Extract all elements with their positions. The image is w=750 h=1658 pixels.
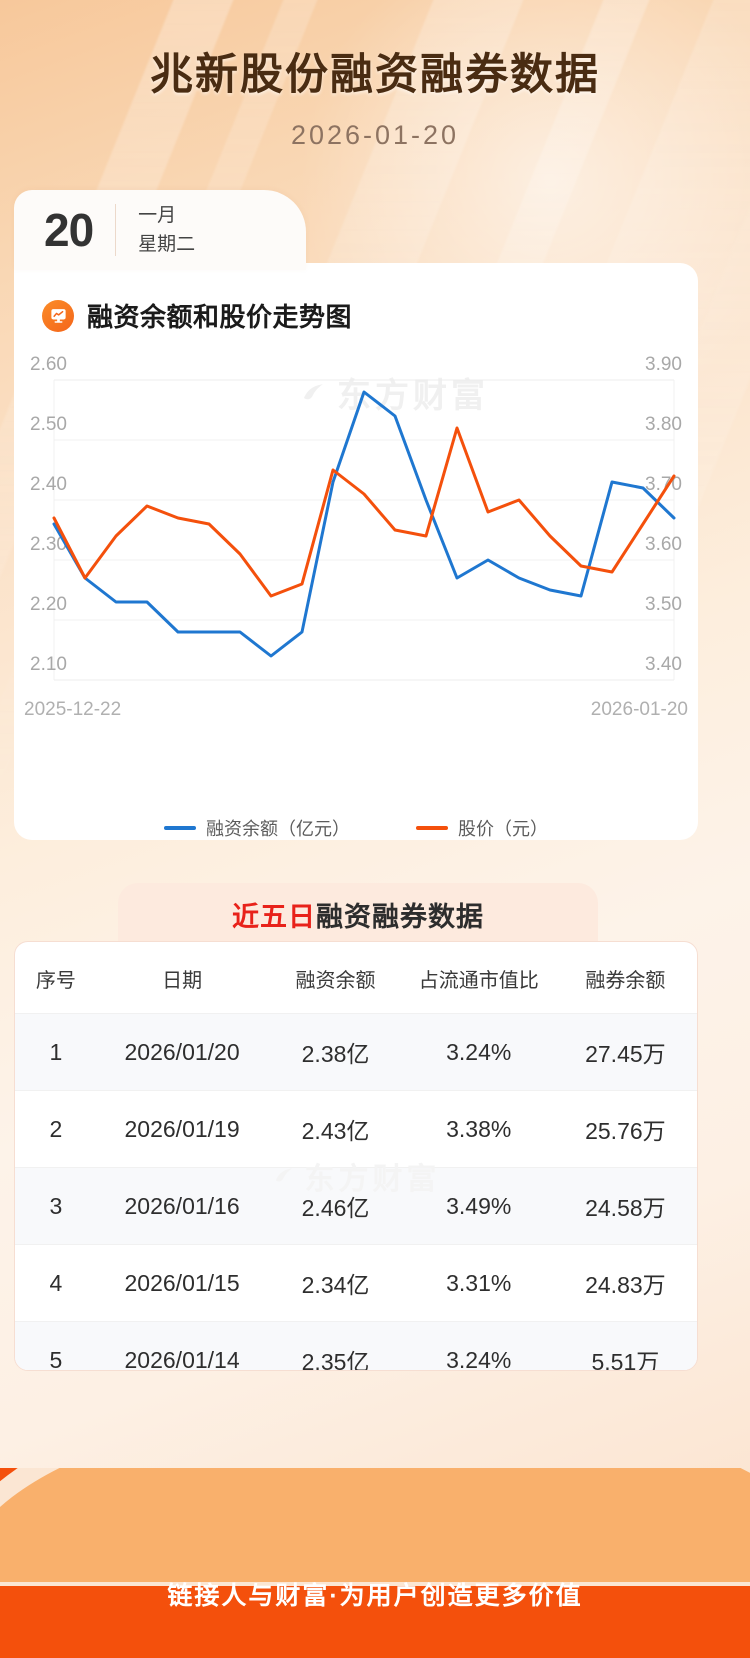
- table-row: 4 2026/01/15 2.34亿 3.31% 24.83万: [15, 1244, 697, 1322]
- left-tick-label: 2.50: [30, 414, 67, 435]
- series-financing-balance-line: [52, 390, 676, 658]
- cell-short-balance: 27.45万: [553, 1013, 697, 1091]
- chart-left-axis-labels: 2.60 2.50 2.40 2.30 2.20 2.10: [30, 354, 67, 675]
- cell-date: 2026/01/15: [96, 1244, 268, 1322]
- cell-pct: 3.24%: [403, 1321, 554, 1370]
- chart-header: 融资余额和股价走势图: [14, 263, 698, 334]
- x-tick-label-start: 2025-12-22: [24, 699, 121, 720]
- cell-index: 1: [15, 1013, 97, 1091]
- table-row: 3 2026/01/16 2.46亿 3.49% 24.58万: [15, 1167, 697, 1245]
- legend-item-price: 股价（元）: [416, 815, 548, 841]
- cell-short-balance: 25.76万: [553, 1090, 697, 1168]
- cell-index: 2: [15, 1090, 97, 1168]
- legend-swatch-price: [416, 826, 448, 830]
- date-weekday: 星期二: [138, 234, 196, 255]
- footer-slogan: 链接人与财富·为用户创造更多价值: [167, 1582, 583, 1610]
- left-tick-label: 2.40: [30, 474, 67, 495]
- right-tick-label: 3.50: [645, 594, 682, 615]
- page-header: 兆新股份融资融券数据 2026-01-20: [0, 0, 750, 151]
- x-tick-label-end: 2026-01-20: [591, 699, 688, 720]
- cell-pct: 3.24%: [403, 1013, 554, 1091]
- cell-balance: 2.43亿: [267, 1090, 404, 1168]
- chart-monitor-icon: [42, 299, 74, 332]
- cell-index: 4: [15, 1244, 97, 1322]
- right-tick-label: 3.90: [645, 354, 682, 375]
- table-row: 2 2026/01/19 2.43亿 3.38% 25.76万: [15, 1090, 697, 1168]
- date-meta: 一月 星期二: [138, 201, 195, 260]
- left-tick-label: 2.20: [30, 594, 67, 615]
- column-header-short-bal: 融券余额: [585, 970, 666, 992]
- column-header-pct: 占流通市值比: [418, 970, 539, 992]
- chart-plot-area: 东方财富 2.60 2.50 2.40 2.30 2.20 2.1: [14, 350, 698, 750]
- chart-x-axis-labels: 2025-12-22 2026-01-20: [24, 699, 688, 720]
- cell-date: 2026/01/19: [96, 1090, 268, 1168]
- cell-index: 5: [15, 1321, 97, 1370]
- legend-label-price: 股价（元）: [458, 819, 548, 839]
- cell-short-balance: 5.51万: [553, 1321, 697, 1370]
- cell-date: 2026/01/14: [96, 1321, 268, 1370]
- left-tick-label: 2.10: [30, 654, 67, 675]
- right-tick-label: 3.80: [645, 414, 682, 435]
- chart-panel: 融资余额和股价走势图 东方财富 2.60 2.5: [14, 263, 698, 840]
- chart-gridlines: [53, 379, 675, 681]
- cell-pct: 3.38%: [403, 1090, 554, 1168]
- left-tick-label: 2.30: [30, 534, 67, 555]
- table-banner-title: 近五日融资融券数据: [232, 895, 484, 934]
- date-day: 20: [44, 204, 94, 256]
- table-head: 序号 日期 融资余额 占流通市值比 融券余额: [15, 942, 697, 1014]
- cell-balance: 2.46亿: [267, 1167, 404, 1245]
- margin-trading-table: 序号 日期 融资余额 占流通市值比 融券余额 1 2026/01/20 2.38…: [15, 942, 697, 1370]
- cell-balance: 2.38亿: [267, 1013, 404, 1091]
- series-stock-price-line: [52, 426, 676, 598]
- cell-date: 2026/01/16: [96, 1167, 268, 1245]
- cell-balance: 2.34亿: [267, 1244, 404, 1322]
- chart-svg: 2.60 2.50 2.40 2.30 2.20 2.10 3.90 3.80 …: [24, 354, 688, 720]
- table-body: 1 2026/01/20 2.38亿 3.24% 27.45万 2 2026/0…: [15, 1013, 697, 1370]
- page-title: 兆新股份融资融券数据: [150, 51, 600, 99]
- legend-swatch-financing: [164, 826, 196, 830]
- cell-short-balance: 24.83万: [553, 1244, 697, 1322]
- cell-index: 3: [15, 1167, 97, 1245]
- page-footer: 链接人与财富·为用户创造更多价值: [0, 1468, 750, 1658]
- column-header-date: 日期: [162, 970, 203, 992]
- table-banner: 近五日融资融券数据: [118, 883, 598, 945]
- chart-legend: 融资余额（亿元） 股价（元）: [14, 815, 698, 841]
- table-row: 1 2026/01/20 2.38亿 3.24% 27.45万: [15, 1013, 697, 1091]
- table-banner-rest: 融资融券数据: [316, 901, 484, 932]
- chart-title: 融资余额和股价走势图: [87, 302, 353, 332]
- table-header-row: 序号 日期 融资余额 占流通市值比 融券余额: [15, 942, 697, 1014]
- table-banner-highlight: 近五日: [232, 901, 316, 932]
- legend-label-financing: 融资余额（亿元）: [206, 819, 350, 839]
- table-row: 5 2026/01/14 2.35亿 3.24% 5.51万: [15, 1321, 697, 1370]
- cell-pct: 3.31%: [403, 1244, 554, 1322]
- footer-curve-mid: [0, 1468, 750, 1582]
- cell-date: 2026/01/20: [96, 1013, 268, 1091]
- date-month: 一月: [138, 204, 177, 226]
- chart-right-axis-labels: 3.90 3.80 3.70 3.60 3.50 3.40: [645, 354, 682, 675]
- date-card: 20 一月 星期二: [14, 190, 306, 270]
- cell-short-balance: 24.58万: [553, 1167, 697, 1245]
- column-header-index: 序号: [35, 970, 76, 992]
- date-divider: [115, 204, 117, 256]
- data-table-card: 东方财富 序号 日期 融资余额 占流通市值比 融券余额 1 2026/01/20…: [14, 941, 698, 1371]
- cell-pct: 3.49%: [403, 1167, 554, 1245]
- left-tick-label: 2.60: [30, 354, 67, 375]
- legend-item-financing: 融资余额（亿元）: [164, 815, 350, 841]
- page-subtitle-date: 2026-01-20: [290, 120, 460, 150]
- right-tick-label: 3.60: [645, 534, 682, 555]
- cell-balance: 2.35亿: [267, 1321, 404, 1370]
- right-tick-label: 3.40: [645, 654, 682, 675]
- column-header-balance: 融资余额: [295, 970, 376, 992]
